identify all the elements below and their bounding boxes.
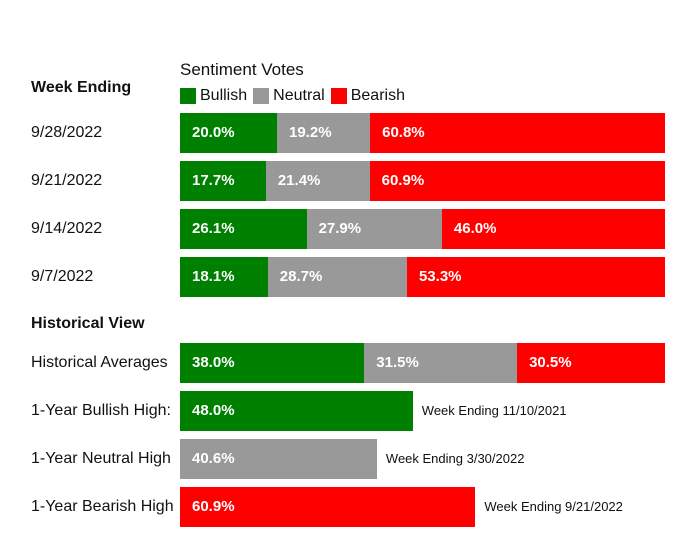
bar-row: 48.0% Week Ending 11/10/2021 xyxy=(180,391,665,431)
historical-view-heading: Historical View xyxy=(31,315,145,332)
legend-title: Sentiment Votes xyxy=(180,60,304,79)
data-label-neutral: 21.4% xyxy=(277,172,321,189)
category-label: 9/28/2022 xyxy=(31,124,103,141)
bar-segment-neutral xyxy=(306,209,442,249)
data-label-bullish: 26.1% xyxy=(192,220,235,237)
bar-segment-bearish xyxy=(517,343,665,383)
bar-segment-bullish xyxy=(180,161,266,201)
category-label: 1-Year Neutral High xyxy=(31,450,171,467)
bar-segment-bullish xyxy=(180,257,268,297)
bar-row: 17.7% 21.4% 60.9% xyxy=(180,161,665,201)
week-ending-annotation: Week Ending 9/21/2022 xyxy=(484,499,623,514)
category-label: Historical Averages xyxy=(31,354,168,371)
data-label-bearish: 60.9% xyxy=(381,172,425,189)
bar-row: 40.6% Week Ending 3/30/2022 xyxy=(180,439,665,479)
legend-swatch-bullish xyxy=(180,88,196,104)
bar-segment-bearish xyxy=(370,113,665,153)
legend-label-bullish: Bullish xyxy=(200,87,248,104)
bar-segment-bullish xyxy=(180,209,307,249)
category-label: 9/7/2022 xyxy=(31,268,94,285)
data-label-bullish: 38.0% xyxy=(192,354,235,371)
data-label-neutral: 31.5% xyxy=(376,354,419,371)
bar-segment-bearish xyxy=(441,209,665,249)
bar-row: 18.1% 28.7% 53.3% xyxy=(180,257,666,297)
bar-1-year-bullish-high xyxy=(180,391,413,431)
week-ending-annotation: Week Ending 3/30/2022 xyxy=(385,451,525,466)
week-ending-annotation: Week Ending 11/10/2021 xyxy=(421,403,567,418)
data-label-bullish: 20.0% xyxy=(192,124,235,141)
bar-segment-neutral xyxy=(265,161,370,201)
bar-segment-neutral xyxy=(277,113,371,153)
data-label-bearish: 30.5% xyxy=(529,354,572,371)
legend-item-neutral: Neutral xyxy=(253,87,325,105)
data-label-bearish: 46.0% xyxy=(453,220,497,237)
data-label-bullish: 17.7% xyxy=(192,172,235,189)
legend: Bullish Neutral Bearish xyxy=(180,87,411,105)
legend-swatch-bearish xyxy=(330,88,347,104)
legend-label-bearish: Bearish xyxy=(350,87,405,104)
category-label: 1-Year Bullish High: xyxy=(31,402,171,419)
bar-segment-neutral xyxy=(267,257,407,297)
legend-item-bullish: Bullish xyxy=(180,87,247,105)
week-ending-heading: Week Ending xyxy=(31,79,132,96)
category-label: 9/21/2022 xyxy=(31,172,103,189)
data-label-neutral: 28.7% xyxy=(279,268,323,285)
data-label-neutral: 27.9% xyxy=(318,220,362,237)
legend-item-bearish: Bearish xyxy=(330,87,405,105)
data-label-bearish: 60.8% xyxy=(382,124,425,141)
data-label: 48.0% xyxy=(192,402,235,419)
data-label-neutral: 19.2% xyxy=(289,124,332,141)
category-label: 1-Year Bearish High xyxy=(31,498,174,515)
bar-row: 38.0% 31.5% 30.5% xyxy=(180,343,665,383)
data-label: 60.9% xyxy=(192,498,235,515)
bar-1-year-bearish-high xyxy=(180,487,476,527)
bar-row: 20.0% 19.2% 60.8% xyxy=(180,113,665,153)
bar-row: 60.9% Week Ending 9/21/2022 xyxy=(180,487,665,527)
bar-1-year-neutral-high xyxy=(180,439,377,479)
bar-segment-bullish xyxy=(180,113,277,153)
data-label: 40.6% xyxy=(192,450,235,467)
legend-label-neutral: Neutral xyxy=(273,87,325,104)
data-label-bearish: 53.3% xyxy=(418,268,462,285)
bar-segment-neutral xyxy=(364,343,518,383)
bar-segment-bullish xyxy=(180,343,365,383)
bar-segment-bearish xyxy=(369,161,665,201)
bar-segment-bearish xyxy=(406,257,666,297)
legend-swatch-neutral xyxy=(253,88,270,104)
category-label: 9/14/2022 xyxy=(31,220,103,237)
data-label-bullish: 18.1% xyxy=(192,268,235,285)
bar-row: 26.1% 27.9% 46.0% xyxy=(180,209,665,249)
